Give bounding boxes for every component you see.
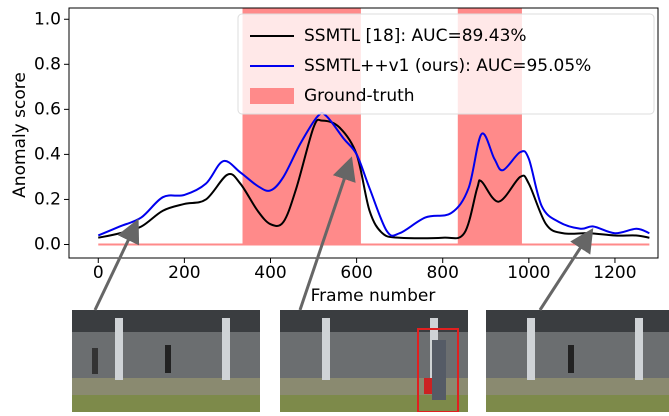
frame-images [72, 156, 669, 413]
y-axis-label: Anomaly score [10, 72, 30, 198]
frame-image [72, 310, 260, 412]
legend-label: SSMTL [18]: AUC=89.43% [304, 26, 527, 46]
y-tick-label: 1.0 [34, 9, 61, 29]
arrow [93, 218, 140, 311]
plot-area: SSMTL [18]: AUC=89.43% SSMTL++v1 (ours): … [64, 7, 659, 263]
x-tick-label: 800 [426, 263, 458, 283]
arrow [298, 156, 356, 311]
series-line [98, 118, 650, 240]
y-tick-label: 0.6 [34, 99, 61, 119]
y-tick-label: 0.8 [34, 54, 61, 74]
legend: SSMTL [18]: AUC=89.43% SSMTL++v1 (ours): … [237, 13, 655, 115]
legend-swatch [250, 88, 294, 104]
frame-image [486, 310, 669, 412]
x-tick-label: 0 [93, 263, 104, 283]
legend-label: SSMTL++v1 (ours): AUC=95.05% [304, 56, 591, 76]
y-tick-label: 0.4 [34, 144, 61, 164]
y-tick-label: 0.2 [34, 189, 61, 209]
x-tick-label: 400 [254, 263, 286, 283]
legend-label: Ground-truth [304, 86, 415, 106]
x-tick-label: 1000 [507, 263, 550, 283]
x-tick-label: 200 [168, 263, 200, 283]
arrow [538, 227, 594, 311]
frame-image [280, 310, 468, 413]
y-tick-label: 0.0 [34, 234, 61, 254]
x-tick-label: 600 [340, 263, 372, 283]
legend-box [237, 13, 655, 115]
series-line [97, 112, 650, 237]
x-tick-label: 1200 [593, 263, 636, 283]
x-axis-label: Frame number [311, 286, 436, 306]
axes-frame [68, 7, 659, 259]
